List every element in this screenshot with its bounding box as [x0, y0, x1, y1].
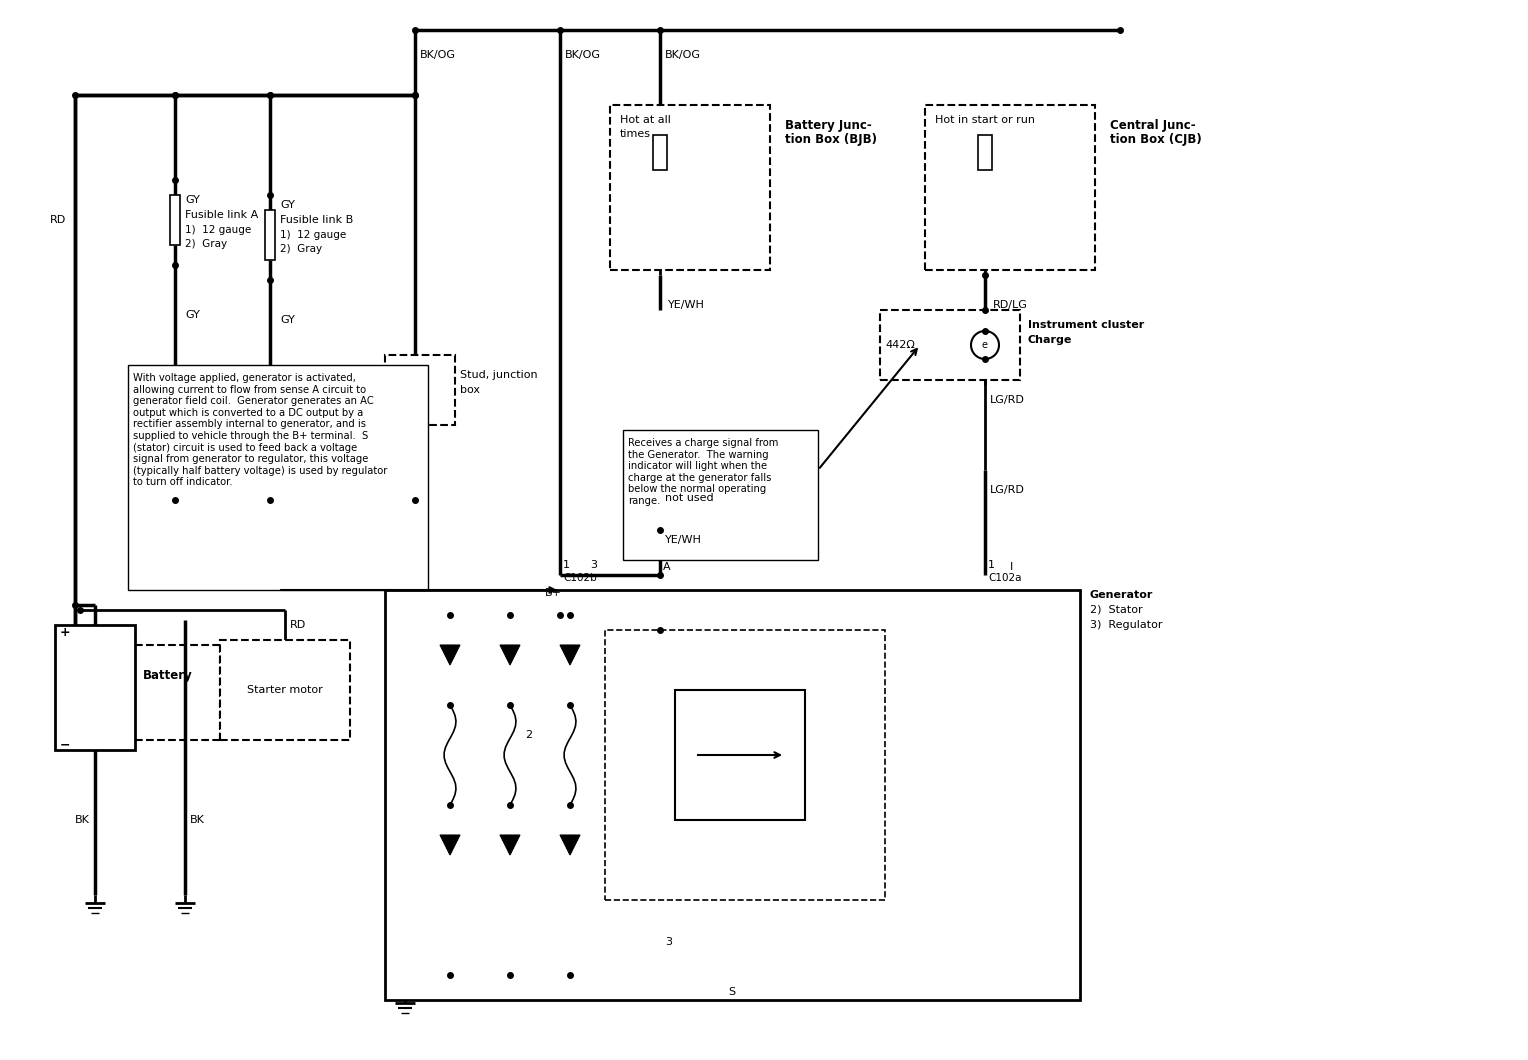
- Polygon shape: [559, 644, 581, 665]
- Bar: [385, 355, 455, 425]
- Bar: [55, 625, 134, 750]
- Text: With voltage applied, generator is activated,
allowing current to flow from sens: With voltage applied, generator is activ…: [133, 373, 388, 488]
- Text: Fusible link B: Fusible link B: [280, 215, 353, 225]
- Text: GY: GY: [185, 195, 200, 205]
- Bar: [623, 430, 817, 560]
- Text: YE/WH: YE/WH: [665, 535, 701, 545]
- Bar: [220, 640, 350, 740]
- Text: 442Ω: 442Ω: [885, 340, 915, 350]
- Text: Hot at all: Hot at all: [620, 114, 671, 125]
- Text: e: e: [983, 340, 989, 350]
- Text: S: S: [729, 987, 735, 997]
- Text: tion Box (BJB): tion Box (BJB): [785, 134, 877, 146]
- Text: Hot in start or run: Hot in start or run: [935, 114, 1034, 125]
- Text: box: box: [460, 385, 480, 395]
- Text: 1: 1: [562, 560, 570, 570]
- Bar: [924, 105, 1096, 270]
- Text: 3: 3: [590, 560, 597, 570]
- Text: GY: GY: [185, 310, 200, 320]
- Bar: [385, 590, 1080, 1000]
- Text: GY: GY: [280, 315, 295, 325]
- Text: Fusible link A: Fusible link A: [185, 210, 258, 220]
- Text: 2: 2: [526, 730, 532, 740]
- Text: Charge: Charge: [1028, 335, 1073, 344]
- Polygon shape: [440, 644, 460, 665]
- Text: times: times: [620, 129, 651, 139]
- Text: 2)  Gray: 2) Gray: [185, 238, 228, 249]
- Text: GY: GY: [280, 200, 295, 210]
- Bar: [880, 310, 1021, 379]
- Text: 1)  12 gauge: 1) 12 gauge: [280, 230, 347, 240]
- Text: BK: BK: [75, 815, 90, 825]
- Text: Battery Junc-: Battery Junc-: [785, 119, 872, 131]
- Text: 2)  Gray: 2) Gray: [280, 244, 322, 254]
- Text: I: I: [1010, 562, 1013, 572]
- Bar: [170, 195, 180, 245]
- Bar: [605, 630, 885, 900]
- Text: tion Box (CJB): tion Box (CJB): [1109, 134, 1201, 146]
- Text: RD/LG: RD/LG: [993, 300, 1028, 310]
- Bar: [264, 210, 275, 260]
- Text: 1: 1: [989, 560, 995, 570]
- Text: −: −: [60, 739, 70, 752]
- Text: B+: B+: [545, 588, 562, 598]
- Polygon shape: [500, 644, 520, 665]
- Text: Central Junc-: Central Junc-: [1109, 119, 1195, 131]
- Polygon shape: [440, 835, 460, 855]
- Text: Generator: Generator: [1089, 590, 1154, 600]
- Text: Stud, junction: Stud, junction: [460, 370, 538, 379]
- Text: Instrument cluster: Instrument cluster: [1028, 320, 1144, 330]
- Text: LG/RD: LG/RD: [990, 395, 1025, 405]
- Text: YE/WH: YE/WH: [668, 300, 704, 310]
- Text: BK: BK: [189, 815, 205, 825]
- Text: 3: 3: [665, 937, 672, 947]
- Text: Battery: Battery: [144, 669, 193, 682]
- Text: A: A: [663, 562, 671, 572]
- Text: 2)  Stator: 2) Stator: [1089, 605, 1143, 615]
- Text: C102b: C102b: [562, 573, 597, 583]
- Text: +: +: [60, 626, 70, 639]
- Text: not used: not used: [665, 493, 714, 504]
- Bar: [675, 690, 805, 820]
- Text: BK/OG: BK/OG: [565, 50, 601, 60]
- Polygon shape: [500, 835, 520, 855]
- Text: RD: RD: [290, 620, 306, 630]
- Bar: [652, 135, 668, 170]
- Polygon shape: [559, 835, 581, 855]
- Text: LG/RD: LG/RD: [990, 485, 1025, 495]
- Bar: [978, 135, 992, 170]
- Bar: [128, 365, 428, 590]
- Text: BK/OG: BK/OG: [420, 50, 455, 60]
- Text: 3)  Regulator: 3) Regulator: [1089, 620, 1163, 630]
- Text: BK/OG: BK/OG: [665, 50, 701, 60]
- Text: Starter motor: Starter motor: [248, 685, 322, 695]
- Text: C102a: C102a: [989, 573, 1022, 583]
- Text: RD: RD: [50, 215, 66, 225]
- Text: Receives a charge signal from
the Generator.  The warning
indicator will light w: Receives a charge signal from the Genera…: [628, 438, 778, 506]
- Bar: [610, 105, 770, 270]
- Text: 1)  12 gauge: 1) 12 gauge: [185, 225, 251, 235]
